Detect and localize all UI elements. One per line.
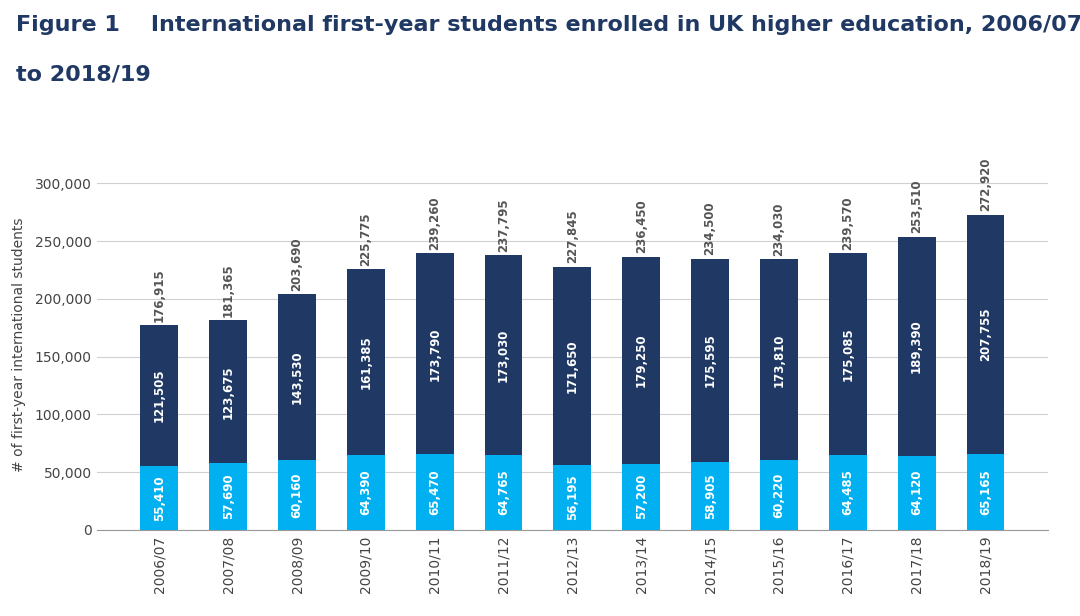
Text: 175,595: 175,595 (703, 333, 717, 387)
Text: 57,200: 57,200 (635, 474, 648, 519)
Text: 143,530: 143,530 (291, 351, 303, 404)
Bar (760, 259, 798, 460)
Text: 173,810: 173,810 (772, 333, 785, 387)
Text: Figure 1    International first-year students enrolled in UK higher education, 2: Figure 1 International first-year studen… (16, 15, 1080, 35)
Bar (140, 325, 178, 466)
Bar (553, 267, 592, 465)
Bar (485, 455, 523, 530)
Bar (828, 455, 867, 530)
Text: 161,385: 161,385 (360, 335, 373, 389)
Text: 227,845: 227,845 (566, 209, 579, 263)
Text: 225,775: 225,775 (360, 212, 373, 265)
Bar (553, 465, 592, 530)
Text: 121,505: 121,505 (153, 369, 166, 423)
Bar (828, 253, 867, 455)
Bar (691, 259, 729, 462)
Bar (416, 253, 454, 454)
Text: 56,195: 56,195 (566, 474, 579, 520)
Text: 65,165: 65,165 (978, 469, 991, 515)
Text: 203,690: 203,690 (291, 237, 303, 291)
Text: 171,650: 171,650 (566, 339, 579, 392)
Text: 173,790: 173,790 (428, 327, 442, 381)
Bar (278, 460, 316, 530)
Bar (278, 294, 316, 460)
Text: 272,920: 272,920 (978, 158, 991, 211)
Bar (967, 455, 1004, 530)
Text: 179,250: 179,250 (635, 333, 648, 387)
Text: 123,675: 123,675 (221, 365, 234, 418)
Text: 57,690: 57,690 (221, 474, 234, 519)
Text: 176,915: 176,915 (153, 268, 166, 322)
Text: 234,030: 234,030 (772, 203, 785, 256)
Text: 239,570: 239,570 (841, 196, 854, 249)
Text: 253,510: 253,510 (910, 180, 923, 233)
Text: 189,390: 189,390 (910, 320, 923, 373)
Text: 237,795: 237,795 (497, 198, 510, 252)
Text: 236,450: 236,450 (635, 200, 648, 253)
Bar (210, 463, 247, 530)
Text: 58,905: 58,905 (703, 473, 717, 519)
Y-axis label: # of first-year international students: # of first-year international students (12, 217, 26, 472)
Text: 207,755: 207,755 (978, 308, 991, 362)
Bar (897, 237, 935, 456)
Bar (416, 454, 454, 530)
Text: 239,260: 239,260 (428, 197, 442, 250)
Bar (622, 464, 660, 530)
Bar (210, 320, 247, 463)
Text: 175,085: 175,085 (841, 327, 854, 381)
Bar (485, 255, 523, 455)
Text: 64,390: 64,390 (360, 470, 373, 516)
Bar (140, 466, 178, 530)
Bar (347, 455, 384, 530)
Text: 60,220: 60,220 (772, 472, 785, 517)
Text: 181,365: 181,365 (221, 263, 234, 317)
Bar (760, 460, 798, 530)
Bar (347, 269, 384, 455)
Text: 64,765: 64,765 (497, 469, 510, 515)
Text: to 2018/19: to 2018/19 (16, 65, 151, 84)
Text: 64,485: 64,485 (841, 469, 854, 516)
Text: 55,410: 55,410 (153, 475, 166, 521)
Bar (622, 257, 660, 464)
Text: 60,160: 60,160 (291, 472, 303, 518)
Text: 173,030: 173,030 (497, 328, 510, 382)
Bar (967, 214, 1004, 455)
Text: 234,500: 234,500 (703, 202, 717, 256)
Bar (691, 462, 729, 530)
Text: 65,470: 65,470 (428, 469, 442, 515)
Bar (897, 456, 935, 530)
Text: 64,120: 64,120 (910, 470, 923, 516)
